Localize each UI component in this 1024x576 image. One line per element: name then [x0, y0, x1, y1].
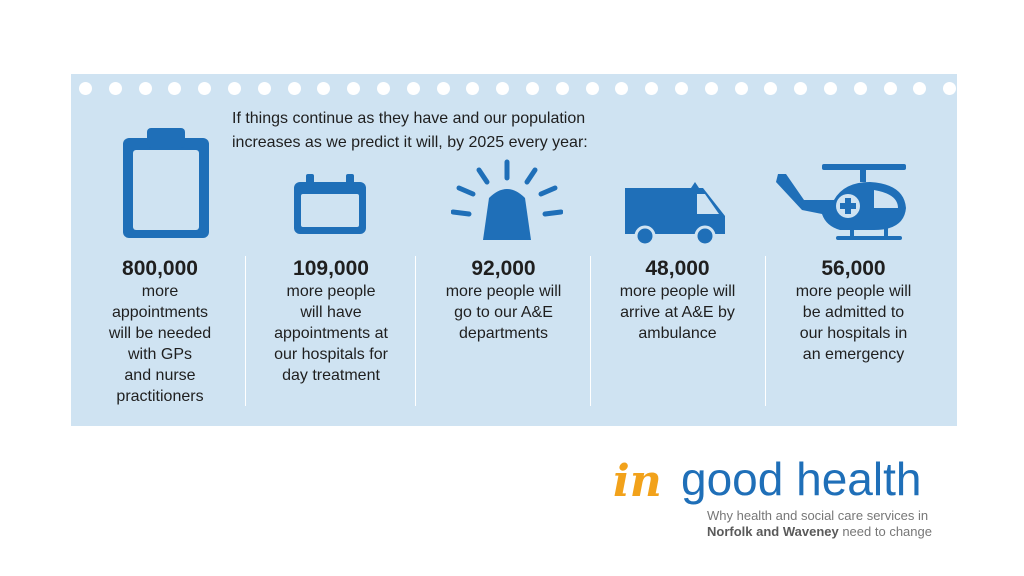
binder-hole — [585, 82, 599, 95]
stat-text: more appointments will be needed with GP… — [108, 283, 212, 405]
binder-hole — [734, 82, 748, 95]
binder-hole — [79, 82, 92, 95]
binder-hole — [406, 82, 420, 95]
helicopter-icon — [776, 164, 906, 240]
binder-hole — [943, 82, 957, 95]
logo-main: good health — [681, 453, 922, 505]
stat-number: 800,000 — [122, 257, 198, 280]
clipboard-icon — [123, 128, 209, 238]
binder-hole — [853, 82, 867, 95]
logo-in: in — [613, 456, 662, 507]
binder-hole — [317, 82, 331, 95]
stat-number: 109,000 — [293, 257, 369, 280]
stat-text: more people will have appointments at ou… — [274, 283, 388, 384]
stat-emergency-admissions: 56,000 more people will be admitted to o… — [771, 257, 936, 365]
divider-4 — [765, 256, 766, 406]
binder-hole — [496, 82, 510, 95]
binder-hole — [198, 82, 212, 95]
stat-text: more people will go to our A&E departmen… — [445, 283, 562, 342]
binder-hole — [645, 82, 659, 95]
binder-hole — [526, 82, 539, 95]
logo-subtitle-2: Norfolk and Waveney need to change — [707, 524, 932, 539]
binder-holes — [71, 82, 957, 96]
divider-3 — [590, 256, 591, 406]
infographic-panel: If things continue as they have and our … — [71, 74, 957, 426]
stat-number: 56,000 — [821, 257, 886, 280]
divider-2 — [415, 256, 416, 406]
binder-hole — [228, 82, 241, 95]
stat-text: more people will arrive at A&E by ambula… — [619, 283, 736, 342]
binder-hole — [555, 82, 569, 95]
logo-subtitle-1: Why health and social care services in — [707, 508, 929, 523]
binder-hole — [913, 82, 927, 95]
binder-hole — [168, 82, 182, 95]
binder-hole — [257, 82, 271, 95]
stat-number: 48,000 — [645, 257, 710, 280]
binder-hole — [108, 82, 122, 95]
binder-hole — [466, 82, 480, 95]
binder-hole — [794, 82, 808, 95]
binder-hole — [436, 82, 450, 95]
stat-gp-appointments: 800,000 more appointments will be needed… — [85, 257, 235, 407]
binder-hole — [675, 82, 688, 95]
binder-hole — [287, 82, 301, 95]
binder-hole — [883, 82, 897, 95]
stat-day-treatment: 109,000 more people will have appointmen… — [251, 257, 411, 386]
ambulance-icon — [625, 182, 725, 246]
intro-line-1: If things continue as they have and our … — [232, 110, 586, 127]
stat-text: more people will be admitted to our hosp… — [795, 283, 912, 363]
in-good-health-logo: in good health Why health and social car… — [613, 452, 973, 552]
binder-hole — [138, 82, 152, 95]
binder-hole — [704, 82, 718, 95]
calendar-icon — [294, 174, 366, 234]
intro-text: If things continue as they have and our … — [232, 107, 672, 155]
binder-hole — [377, 82, 390, 95]
binder-hole — [764, 82, 778, 95]
binder-hole — [824, 82, 837, 95]
stat-ae-attendance: 92,000 more people will go to our A&E de… — [421, 257, 586, 344]
binder-hole — [347, 82, 361, 95]
stat-ambulance: 48,000 more people will arrive at A&E by… — [595, 257, 760, 344]
intro-line-2: increases as we predict it will, by 2025… — [232, 134, 588, 151]
binder-hole — [615, 82, 629, 95]
logo-subtitle-rest: need to change — [838, 524, 932, 539]
logo-subtitle-bold: Norfolk and Waveney — [707, 524, 839, 539]
stat-number: 92,000 — [471, 257, 536, 280]
siren-icon — [451, 159, 563, 240]
divider-1 — [245, 256, 246, 406]
